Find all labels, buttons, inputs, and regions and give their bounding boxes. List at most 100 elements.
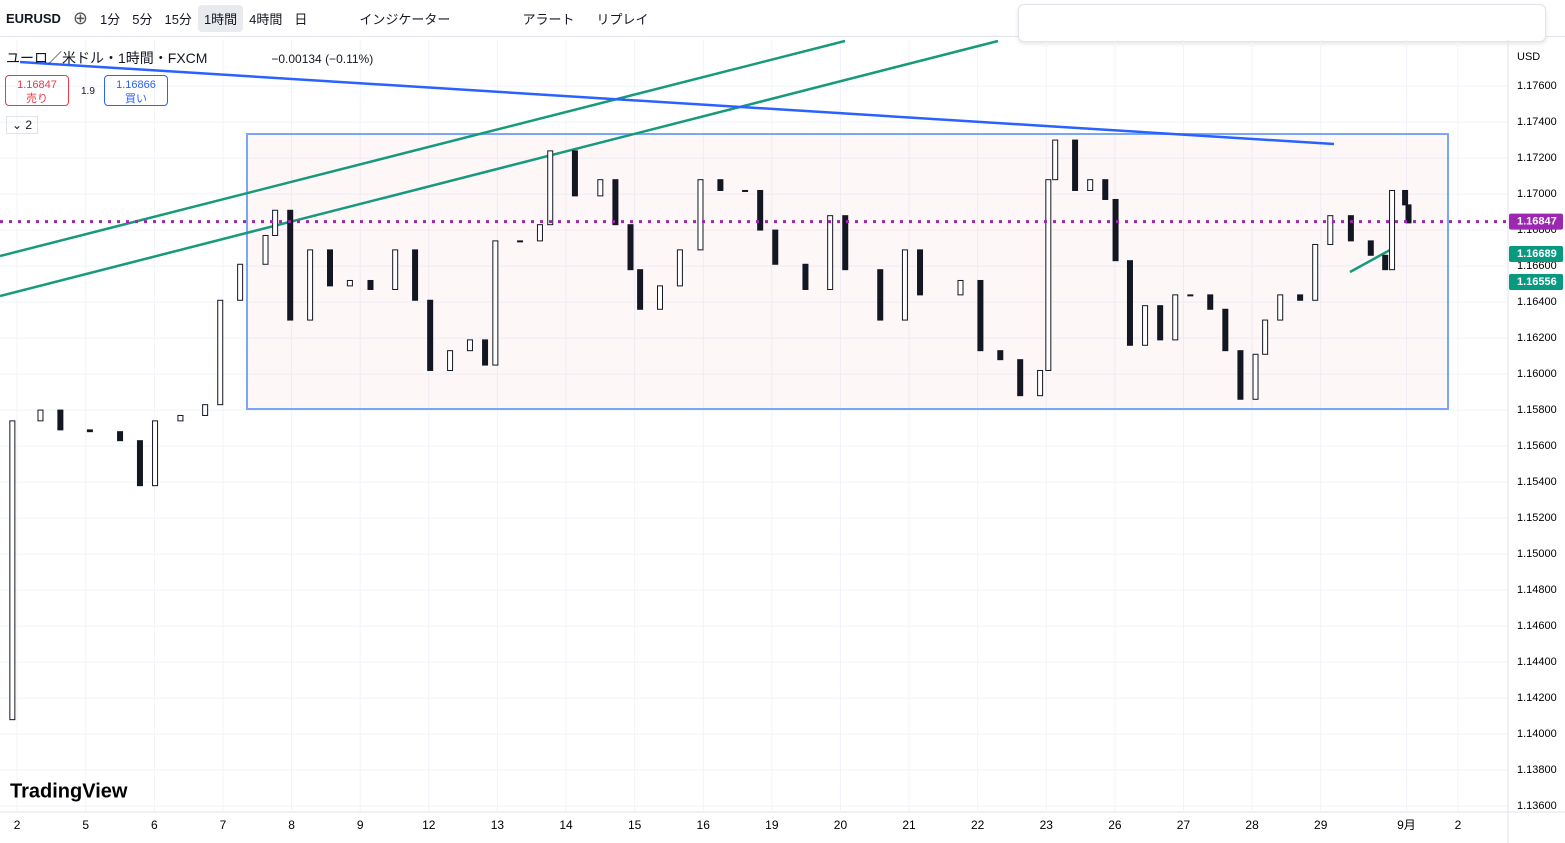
x-tick-label: 14 — [559, 818, 573, 832]
add-symbol[interactable]: ⊕ — [72, 7, 88, 28]
drawing-toolbar[interactable] — [1018, 4, 1546, 42]
candle — [1187, 294, 1194, 297]
candle — [757, 189, 764, 231]
candle — [1367, 240, 1374, 256]
trend-line — [0, 39, 846, 258]
candle — [717, 179, 724, 191]
candle — [37, 409, 44, 422]
candle — [1037, 369, 1044, 397]
candle — [412, 249, 419, 301]
interval[interactable]: 4時間 — [249, 11, 283, 27]
alert[interactable]: アラート — [522, 11, 575, 27]
toolbar: EURUSD ⊕ 1分 5分 15分 1時間 4時間 日 インジケーター アラー… — [0, 0, 1565, 37]
buy-button[interactable]: 1.16866 買い — [104, 75, 168, 106]
candle — [482, 339, 489, 366]
candle — [1102, 179, 1109, 200]
x-tick-label: 9 — [357, 818, 364, 832]
interval[interactable]: 1分 — [100, 11, 121, 27]
indicators[interactable]: インジケーター — [359, 11, 451, 27]
candle — [1347, 215, 1354, 242]
interval[interactable]: 15分 — [164, 11, 192, 27]
candle — [1327, 215, 1334, 245]
candle — [977, 279, 984, 352]
interval[interactable]: 5分 — [132, 11, 153, 27]
collapse[interactable]: ⌄ 2 — [6, 116, 39, 134]
buy-label: 買い — [125, 93, 147, 105]
candle — [772, 229, 779, 265]
candle — [1277, 294, 1284, 321]
candle — [1087, 179, 1094, 191]
trend-line — [0, 39, 999, 298]
candle — [492, 240, 499, 366]
x-tick-label: 12 — [422, 818, 436, 832]
y-tick-label: 1.17400 — [1517, 116, 1557, 128]
candle — [676, 249, 683, 287]
candle — [997, 350, 1004, 361]
candle — [536, 224, 543, 242]
collapse-count: 2 — [25, 118, 33, 132]
candle — [327, 249, 334, 287]
candle — [742, 189, 749, 192]
x-tick-label: 29 — [1314, 818, 1328, 832]
x-tick-label: 2 — [14, 818, 21, 832]
candle — [697, 179, 704, 251]
candle — [57, 409, 64, 431]
candle — [1142, 305, 1149, 346]
spread: 1.9 — [81, 86, 95, 97]
sell-button[interactable]: 1.16847 売り — [5, 75, 69, 106]
sell-label: 売り — [26, 93, 48, 105]
symbol[interactable]: EURUSD — [6, 10, 61, 26]
x-tick-label: 15 — [628, 818, 642, 832]
x-tick-label: 16 — [697, 818, 711, 832]
candle — [547, 150, 554, 226]
x-tick-label: 13 — [491, 818, 505, 832]
y-tick-label: 1.16000 — [1517, 368, 1557, 380]
candle — [612, 179, 619, 226]
candle — [136, 440, 143, 487]
y-tick-label: 1.13800 — [1517, 764, 1557, 776]
x-tick-label: 8 — [288, 818, 295, 832]
candle — [1126, 260, 1133, 346]
buy-price: 1.16866 — [116, 79, 156, 91]
legend-title: ユーロ／米ドル・1時間・FXCM — [6, 50, 208, 66]
brand: TradingView — [10, 780, 128, 802]
candle — [367, 279, 374, 290]
candle — [657, 285, 664, 310]
x-tick-label: 23 — [1040, 818, 1054, 832]
interval[interactable]: 日 — [294, 11, 308, 27]
x-tick-label: 5 — [82, 818, 89, 832]
candle — [901, 249, 908, 321]
candle — [1389, 189, 1396, 271]
candle — [466, 339, 473, 352]
candle — [427, 299, 434, 371]
y-tick-label: 1.14800 — [1517, 584, 1557, 596]
candle — [1072, 139, 1079, 191]
price-tag — [1509, 273, 1563, 290]
candle — [392, 249, 399, 290]
candle — [957, 279, 964, 296]
candle — [1297, 294, 1304, 301]
candle — [1045, 179, 1052, 371]
candle — [202, 404, 209, 416]
y-tick-label: 1.14200 — [1517, 692, 1557, 704]
candle — [152, 420, 159, 487]
candle — [1262, 319, 1269, 355]
interval[interactable]: 1時間 — [197, 4, 244, 32]
candle — [272, 209, 279, 236]
candle — [1252, 353, 1259, 400]
price-tag-label: 1.16556 — [1517, 276, 1557, 288]
y-tick-label: 1.16200 — [1517, 332, 1557, 344]
candle — [9, 420, 16, 721]
candle — [597, 179, 604, 197]
candle — [842, 215, 849, 271]
candle — [1157, 305, 1164, 341]
replay[interactable]: リプレイ — [596, 11, 649, 27]
change: −0.00134 (−0.11%) — [271, 52, 374, 66]
candle — [627, 224, 634, 271]
candle — [307, 249, 314, 321]
candle — [1382, 254, 1389, 271]
candle — [877, 269, 884, 321]
candle — [1222, 308, 1229, 352]
candle — [1237, 350, 1244, 400]
y-tick-label: 1.14000 — [1517, 728, 1557, 740]
